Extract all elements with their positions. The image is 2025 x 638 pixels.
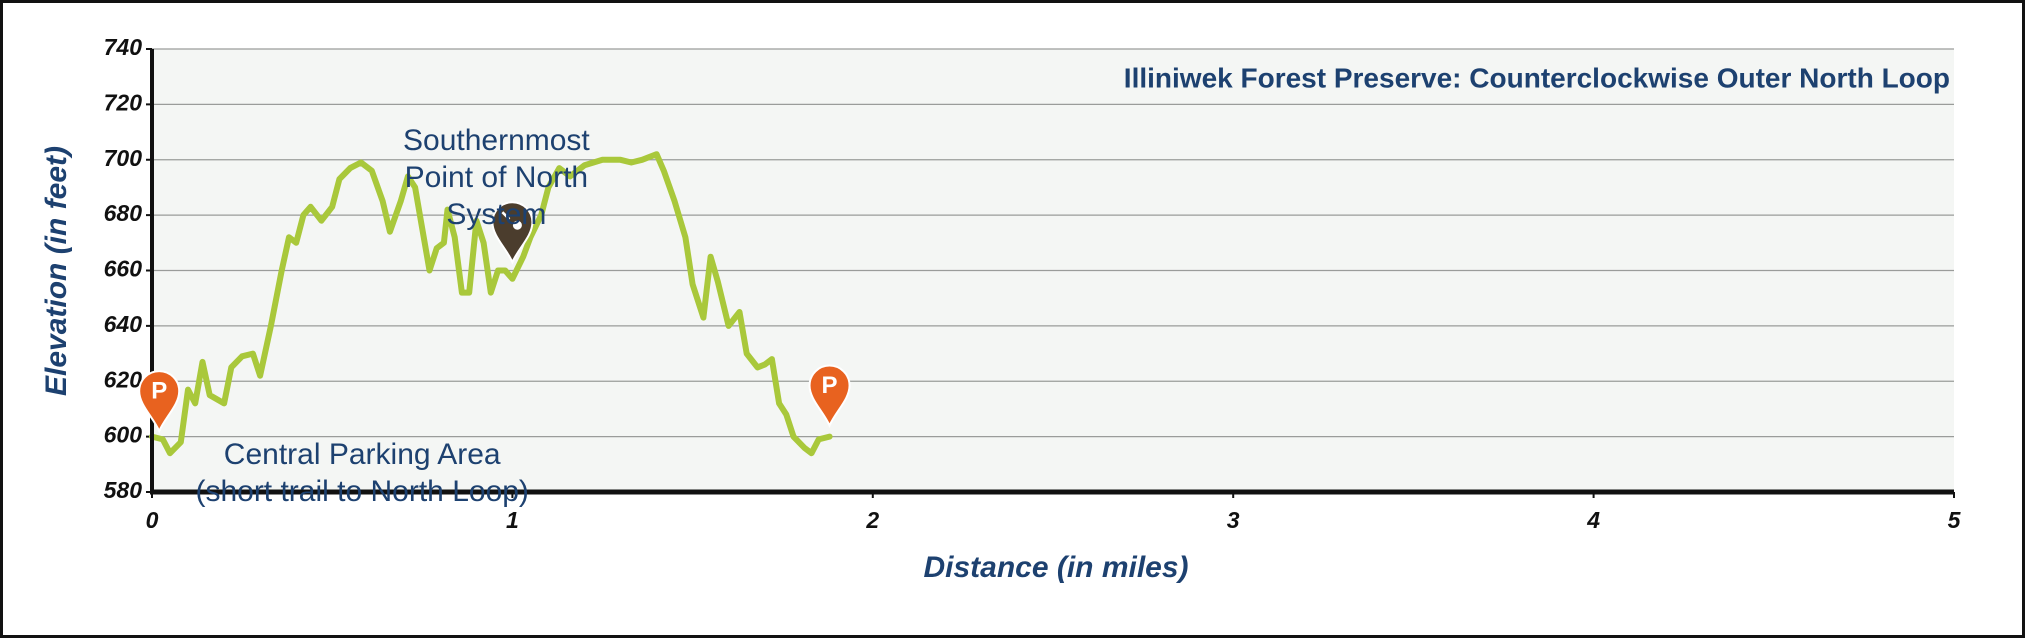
x-tick-label: 0: [146, 507, 159, 533]
pin-icon: [512, 220, 522, 230]
pin-marker: [491, 201, 534, 265]
pin-shape: [491, 201, 534, 265]
pin-label: P: [822, 372, 838, 399]
pin-marker: P: [138, 370, 181, 434]
chart-title: Illiniwek Forest Preserve: Counterclockw…: [1124, 62, 1950, 93]
y-tick-label: 580: [104, 477, 143, 503]
annotation-text: Southernmost: [403, 124, 590, 157]
x-tick-label: 2: [865, 507, 879, 533]
y-tick-label: 660: [104, 256, 143, 282]
x-tick-label: 5: [1948, 507, 1962, 533]
pin-label: P: [151, 377, 167, 404]
pin-marker: P: [808, 364, 851, 429]
x-tick-label: 4: [1586, 507, 1600, 533]
annotation-text: Central Parking Area: [224, 438, 501, 471]
elevation-line: [149, 151, 833, 457]
pin-shape: [808, 364, 851, 429]
y-tick-label: 720: [104, 89, 143, 115]
y-axis-title: Elevation (in feet): [40, 146, 73, 396]
y-tick-label: 620: [104, 366, 143, 392]
annotation-text: System: [446, 198, 546, 231]
y-tick-label: 700: [104, 145, 143, 171]
pin-shape: [138, 370, 181, 434]
y-tick-label: 680: [104, 200, 143, 226]
y-tick-label: 600: [104, 422, 143, 448]
x-axis-title: Distance (in miles): [923, 551, 1188, 584]
x-tick-label: 3: [1227, 507, 1240, 533]
x-tick-label: 1: [506, 507, 519, 533]
pin-icon: [501, 211, 511, 221]
annotation-text: Point of North: [405, 161, 588, 194]
y-tick-label: 740: [104, 34, 143, 60]
annotation-text: (short trail to North Loop): [195, 475, 528, 508]
y-tick-label: 640: [104, 311, 143, 337]
